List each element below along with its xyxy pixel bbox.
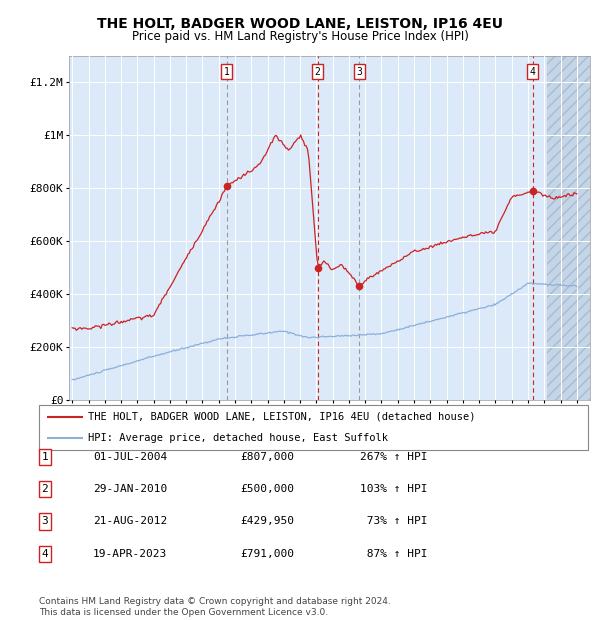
Text: 1: 1: [224, 67, 230, 77]
Text: £791,000: £791,000: [240, 549, 294, 559]
Text: 1: 1: [41, 452, 49, 462]
FancyBboxPatch shape: [39, 405, 588, 450]
Text: Contains HM Land Registry data © Crown copyright and database right 2024.
This d: Contains HM Land Registry data © Crown c…: [39, 598, 391, 617]
Text: THE HOLT, BADGER WOOD LANE, LEISTON, IP16 4EU: THE HOLT, BADGER WOOD LANE, LEISTON, IP1…: [97, 17, 503, 32]
Text: 87% ↑ HPI: 87% ↑ HPI: [360, 549, 427, 559]
Text: 73% ↑ HPI: 73% ↑ HPI: [360, 516, 427, 526]
Text: £807,000: £807,000: [240, 452, 294, 462]
Text: 4: 4: [41, 549, 49, 559]
Text: 103% ↑ HPI: 103% ↑ HPI: [360, 484, 427, 494]
Bar: [547, 56, 590, 400]
Text: Price paid vs. HM Land Registry's House Price Index (HPI): Price paid vs. HM Land Registry's House …: [131, 30, 469, 43]
Text: 29-JAN-2010: 29-JAN-2010: [93, 484, 167, 494]
Text: 21-AUG-2012: 21-AUG-2012: [93, 516, 167, 526]
Text: 3: 3: [356, 67, 362, 77]
Text: 19-APR-2023: 19-APR-2023: [93, 549, 167, 559]
Text: THE HOLT, BADGER WOOD LANE, LEISTON, IP16 4EU (detached house): THE HOLT, BADGER WOOD LANE, LEISTON, IP1…: [88, 412, 476, 422]
Text: 3: 3: [41, 516, 49, 526]
Text: £500,000: £500,000: [240, 484, 294, 494]
Text: 2: 2: [41, 484, 49, 494]
Text: HPI: Average price, detached house, East Suffolk: HPI: Average price, detached house, East…: [88, 433, 388, 443]
Text: £429,950: £429,950: [240, 516, 294, 526]
Text: 2: 2: [315, 67, 320, 77]
Text: 4: 4: [530, 67, 536, 77]
Bar: [547, 56, 590, 400]
Text: 01-JUL-2004: 01-JUL-2004: [93, 452, 167, 462]
Text: 267% ↑ HPI: 267% ↑ HPI: [360, 452, 427, 462]
